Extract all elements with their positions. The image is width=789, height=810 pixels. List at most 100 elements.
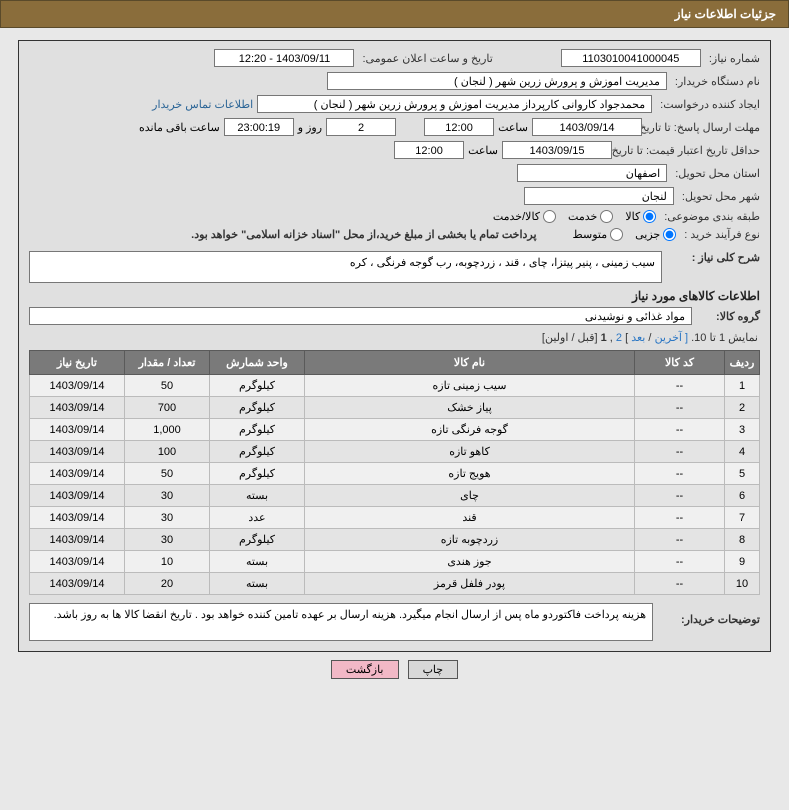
table-cell: 4 <box>725 441 760 463</box>
payment-note: پرداخت تمام یا بخشی از مبلغ خرید،از محل … <box>191 228 536 241</box>
goods-group: مواد غذائی و نوشیدنی <box>29 307 692 325</box>
radio-partial[interactable]: جزیی <box>635 228 676 241</box>
table-cell: پیاز خشک <box>305 397 635 419</box>
pager-prev-first: [قبل / اولین] <box>542 332 598 344</box>
th-code: کد کالا <box>635 351 725 375</box>
th-qty: تعداد / مقدار <box>125 351 210 375</box>
table-cell: -- <box>635 507 725 529</box>
table-cell: -- <box>635 375 725 397</box>
reply-deadline-date: 1403/09/14 <box>532 118 642 136</box>
th-name: نام کالا <box>305 351 635 375</box>
table-cell: بسته <box>210 573 305 595</box>
announce-datetime-label: تاریخ و ساعت اعلان عمومی: <box>362 52 492 65</box>
table-row: 6--چایبسته301403/09/14 <box>30 485 760 507</box>
table-cell: گوجه فرنگی تازه <box>305 419 635 441</box>
table-row: 2--پیاز خشککیلوگرم7001403/09/14 <box>30 397 760 419</box>
th-row: ردیف <box>725 351 760 375</box>
print-button[interactable]: چاپ <box>408 660 459 679</box>
radio-goods[interactable]: کالا <box>625 210 656 223</box>
radio-service[interactable]: خدمت <box>568 210 613 223</box>
table-cell: 1403/09/14 <box>30 441 125 463</box>
province-label: استان محل تحویل: <box>675 167 760 180</box>
table-cell: 30 <box>125 529 210 551</box>
table-cell: 10 <box>125 551 210 573</box>
announce-datetime: 1403/09/11 - 12:20 <box>214 49 354 67</box>
radio-medium[interactable]: متوسط <box>573 228 624 241</box>
radio-goods-service-label: کالا/خدمت <box>493 210 540 223</box>
pager: نمایش 1 تا 10. [ آخرین / بعد ] 2 , 1 [قب… <box>31 331 758 344</box>
radio-service-input[interactable] <box>600 210 613 223</box>
table-cell: 700 <box>125 397 210 419</box>
table-header-row: ردیف کد کالا نام کالا واحد شمارش تعداد /… <box>30 351 760 375</box>
radio-service-label: خدمت <box>568 210 597 223</box>
table-cell: -- <box>635 485 725 507</box>
process-type-label: نوع فرآیند خرید : <box>684 228 760 241</box>
requester: محمدجواد کاروانی کارپرداز مدیریت اموزش و… <box>257 95 652 113</box>
table-cell: چای <box>305 485 635 507</box>
goods-info-heading: اطلاعات کالاهای مورد نیاز <box>29 289 760 303</box>
th-unit: واحد شمارش <box>210 351 305 375</box>
table-cell: 1403/09/14 <box>30 529 125 551</box>
table-cell: 50 <box>125 375 210 397</box>
table-cell: قند <box>305 507 635 529</box>
table-cell: 1403/09/14 <box>30 507 125 529</box>
table-cell: کیلوگرم <box>210 529 305 551</box>
table-cell: زردچوبه تازه <box>305 529 635 551</box>
table-row: 5--هویج تازهکیلوگرم501403/09/14 <box>30 463 760 485</box>
pager-next-link[interactable]: بعد <box>631 332 645 344</box>
th-date: تاریخ نیاز <box>30 351 125 375</box>
hour-label-2: ساعت <box>468 144 498 157</box>
buyer-org-label: نام دستگاه خریدار: <box>675 75 760 88</box>
table-cell: 20 <box>125 573 210 595</box>
table-cell: کیلوگرم <box>210 375 305 397</box>
radio-medium-input[interactable] <box>610 228 623 241</box>
table-cell: هویج تازه <box>305 463 635 485</box>
radio-goods-service[interactable]: کالا/خدمت <box>493 210 556 223</box>
radio-goods-input[interactable] <box>643 210 656 223</box>
table-cell: سیب زمینی تازه <box>305 375 635 397</box>
radio-partial-input[interactable] <box>663 228 676 241</box>
table-cell: -- <box>635 463 725 485</box>
buyer-org: مدیریت اموزش و پرورش زرین شهر ( لنجان ) <box>327 72 667 90</box>
pager-last-link[interactable]: [ آخرین <box>655 332 688 344</box>
table-cell: 1 <box>725 375 760 397</box>
pager-sep-1: / <box>645 332 651 344</box>
table-cell: -- <box>635 573 725 595</box>
table-cell: کیلوگرم <box>210 397 305 419</box>
days-word: روز و <box>298 121 322 134</box>
panel-title: جزئیات اطلاعات نیاز <box>0 0 789 28</box>
table-cell: بسته <box>210 551 305 573</box>
min-validity-time: 12:00 <box>394 141 464 159</box>
pager-range: نمایش 1 تا 10. <box>688 332 758 344</box>
table-cell: 10 <box>725 573 760 595</box>
table-cell: 7 <box>725 507 760 529</box>
buyer-contact-link[interactable]: اطلاعات تماس خریدار <box>152 98 253 111</box>
min-validity-date: 1403/09/15 <box>502 141 612 159</box>
need-details-panel: شماره نیاز: 1103010041000045 تاریخ و ساع… <box>18 40 771 652</box>
table-cell: 2 <box>725 397 760 419</box>
province: اصفهان <box>517 164 667 182</box>
need-desc-label: شرح کلی نیاز : <box>670 251 760 264</box>
radio-goods-service-input[interactable] <box>543 210 556 223</box>
table-cell: کیلوگرم <box>210 441 305 463</box>
pager-comma: , <box>607 332 613 344</box>
table-cell: -- <box>635 551 725 573</box>
table-cell: 3 <box>725 419 760 441</box>
time-remaining-suffix: ساعت باقی مانده <box>139 121 220 134</box>
back-button[interactable]: بازگشت <box>331 660 399 679</box>
reply-deadline-label: مهلت ارسال پاسخ: تا تاریخ: <box>650 121 760 134</box>
table-cell: پودر فلفل قرمز <box>305 573 635 595</box>
table-cell: جوز هندی <box>305 551 635 573</box>
table-cell: 9 <box>725 551 760 573</box>
table-cell: کیلوگرم <box>210 463 305 485</box>
min-validity-label: حداقل تاریخ اعتبار قیمت: تا تاریخ: <box>620 144 760 157</box>
table-row: 9--جوز هندیبسته101403/09/14 <box>30 551 760 573</box>
table-cell: -- <box>635 529 725 551</box>
table-cell: 1403/09/14 <box>30 573 125 595</box>
table-cell: 1403/09/14 <box>30 485 125 507</box>
table-cell: 30 <box>125 507 210 529</box>
table-cell: 30 <box>125 485 210 507</box>
table-cell: عدد <box>210 507 305 529</box>
table-cell: 1403/09/14 <box>30 463 125 485</box>
need-number-label: شماره نیاز: <box>709 52 760 65</box>
